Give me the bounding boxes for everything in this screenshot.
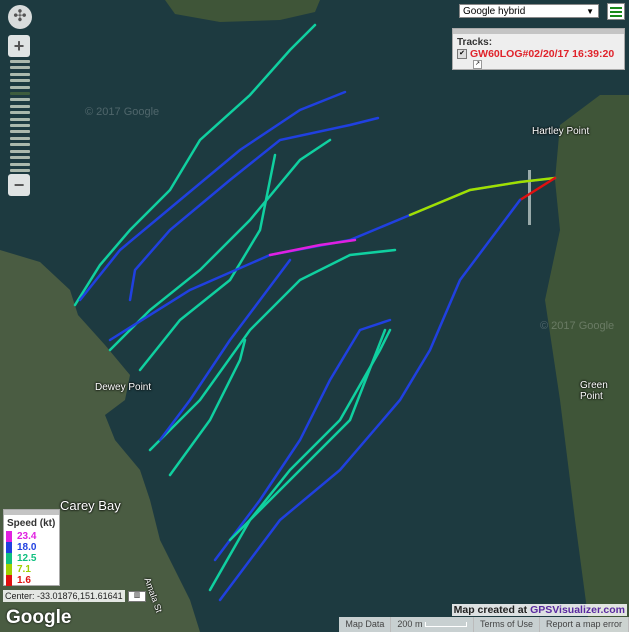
minus-icon: − [13,175,25,195]
dropdown-arrow-icon: ▼ [586,7,594,16]
track-segment[interactable] [228,328,387,542]
track-segment[interactable] [213,318,392,562]
legend-entry: 1.6 [6,575,59,586]
zoom-out-button[interactable]: − [8,174,30,196]
place-label: Dewey Point [95,382,152,393]
legend-swatch [6,553,12,564]
zoom-in-button[interactable]: + [8,35,30,57]
legend-value: 18.0 [17,542,37,553]
track-segment[interactable] [518,176,557,202]
map-footer: Map Data 200 m Terms of Use Report a map… [339,617,629,632]
track-segment[interactable] [138,153,277,372]
legend-entry: 7.1 [6,564,59,575]
track-segment[interactable] [128,116,380,302]
legend-entry: 12.5 [6,553,59,564]
legend-swatch [6,531,12,542]
legend-entry: 23.4 [6,531,59,542]
legend-swatch [6,575,12,586]
map-data-link[interactable]: Map Data [339,617,392,632]
google-logo: Google [6,607,72,628]
map-type-select[interactable]: Google hybrid ▼ [459,4,599,18]
report-error-link[interactable]: Report a map error [540,617,629,632]
track-segment[interactable] [408,176,557,217]
scale-bar: 200 m [391,617,474,632]
credit-text: Map created at [453,604,531,616]
speed-legend: Speed (kt) 23.4 18.0 12.5 7.1 1.6 [3,509,60,586]
popout-icon[interactable]: ↗ [473,60,482,69]
menu-button[interactable] [607,3,625,20]
panel-drag-bar[interactable] [453,29,624,34]
legend-drag-bar[interactable] [4,510,59,515]
track-segment[interactable] [108,138,332,352]
legend-entry: 18.0 [6,542,59,553]
legend-swatch [6,564,12,575]
legend-value: 7.1 [17,564,31,575]
track-segment[interactable] [158,258,292,442]
credit: Map created at GPSVisualizer.com [451,604,627,616]
watermark: © 2017 Google [85,106,160,118]
track-segment[interactable] [168,338,247,477]
place-label: Hartley Point [532,126,590,137]
place-label: Carey Bay [60,498,121,513]
gps-track[interactable] [73,23,557,602]
legend-value: 1.6 [17,575,31,586]
legend-value: 12.5 [17,553,37,564]
zoom-slider[interactable] [10,60,30,172]
legend-swatch [6,542,12,553]
track-segment[interactable] [268,238,357,257]
plus-icon: + [13,36,25,56]
terms-link[interactable]: Terms of Use [474,617,540,632]
center-coordinates: Center: -33.01876,151.61641 [3,590,125,602]
place-label: Green Point [580,380,608,402]
track-segment[interactable] [73,23,317,307]
gpsvisualizer-link[interactable]: GPSVisualizer.com [530,604,625,616]
pan-icon[interactable]: ✣ [8,5,32,29]
track-segment[interactable] [218,198,522,602]
tracks-title: Tracks: [457,37,493,48]
track-checkbox[interactable]: ✔ [457,49,467,59]
ruler-icon[interactable]: ▥ [128,591,146,602]
track-segment[interactable] [78,90,347,302]
watermark: © 2017 Google [540,320,615,332]
track-segment[interactable] [208,328,392,592]
scale-label: 200 m [397,619,423,629]
legend-value: 23.4 [17,531,37,542]
jetty [528,170,531,225]
track-segment[interactable] [148,248,397,452]
tracks-panel: Tracks: ✔ GW60LOG#02/20/17 16:39:20 ↗ [452,28,625,70]
legend-title: Speed (kt) [7,518,56,529]
track-name[interactable]: GW60LOG#02/20/17 16:39:20 [470,48,615,60]
map-type-value: Google hybrid [463,6,526,17]
